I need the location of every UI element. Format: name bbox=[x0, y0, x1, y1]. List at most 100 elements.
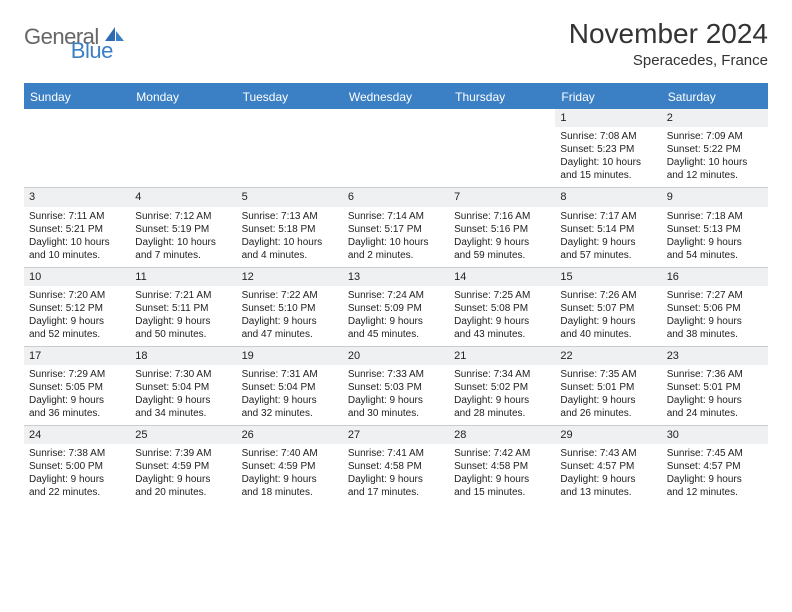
daylight-line-1: Daylight: 9 hours bbox=[135, 394, 231, 407]
day-header: Wednesday bbox=[343, 85, 449, 109]
daylight-line-2: and 30 minutes. bbox=[348, 407, 444, 420]
daylight-line-1: Daylight: 9 hours bbox=[242, 473, 338, 486]
sunset-line: Sunset: 5:01 PM bbox=[560, 381, 656, 394]
daylight-line-2: and 2 minutes. bbox=[348, 249, 444, 262]
calendar-day: 1Sunrise: 7:08 AMSunset: 5:23 PMDaylight… bbox=[555, 109, 661, 187]
calendar-day: 14Sunrise: 7:25 AMSunset: 5:08 PMDayligh… bbox=[449, 268, 555, 346]
day-number: 13 bbox=[343, 268, 449, 286]
day-number: 12 bbox=[237, 268, 343, 286]
day-header: Saturday bbox=[662, 85, 768, 109]
page-header: General Blue November 2024 Speracedes, F… bbox=[24, 18, 768, 69]
sunset-line: Sunset: 5:03 PM bbox=[348, 381, 444, 394]
day-number: 8 bbox=[555, 188, 661, 206]
daylight-line-1: Daylight: 9 hours bbox=[242, 394, 338, 407]
daylight-line-2: and 36 minutes. bbox=[29, 407, 125, 420]
daylight-line-2: and 28 minutes. bbox=[454, 407, 550, 420]
day-header: Monday bbox=[130, 85, 236, 109]
sunset-line: Sunset: 5:09 PM bbox=[348, 302, 444, 315]
daylight-line-2: and 59 minutes. bbox=[454, 249, 550, 262]
daylight-line-1: Daylight: 9 hours bbox=[348, 394, 444, 407]
sunrise-line: Sunrise: 7:08 AM bbox=[560, 130, 656, 143]
calendar-day: 28Sunrise: 7:42 AMSunset: 4:58 PMDayligh… bbox=[449, 426, 555, 504]
sunrise-line: Sunrise: 7:35 AM bbox=[560, 368, 656, 381]
calendar-week: 17Sunrise: 7:29 AMSunset: 5:05 PMDayligh… bbox=[24, 346, 768, 425]
sunset-line: Sunset: 5:00 PM bbox=[29, 460, 125, 473]
sunrise-line: Sunrise: 7:30 AM bbox=[135, 368, 231, 381]
sunset-line: Sunset: 5:11 PM bbox=[135, 302, 231, 315]
daylight-line-1: Daylight: 10 hours bbox=[242, 236, 338, 249]
sunrise-line: Sunrise: 7:33 AM bbox=[348, 368, 444, 381]
day-number: 10 bbox=[24, 268, 130, 286]
daylight-line-2: and 45 minutes. bbox=[348, 328, 444, 341]
calendar-day: 26Sunrise: 7:40 AMSunset: 4:59 PMDayligh… bbox=[237, 426, 343, 504]
sunrise-line: Sunrise: 7:16 AM bbox=[454, 210, 550, 223]
calendar-day: 15Sunrise: 7:26 AMSunset: 5:07 PMDayligh… bbox=[555, 268, 661, 346]
day-number: 16 bbox=[662, 268, 768, 286]
calendar-day-empty bbox=[449, 109, 555, 187]
daylight-line-2: and 50 minutes. bbox=[135, 328, 231, 341]
daylight-line-1: Daylight: 9 hours bbox=[135, 473, 231, 486]
sunset-line: Sunset: 5:06 PM bbox=[667, 302, 763, 315]
calendar-day: 29Sunrise: 7:43 AMSunset: 4:57 PMDayligh… bbox=[555, 426, 661, 504]
day-number: 18 bbox=[130, 347, 236, 365]
day-number: 17 bbox=[24, 347, 130, 365]
daylight-line-2: and 15 minutes. bbox=[454, 486, 550, 499]
day-number: 25 bbox=[130, 426, 236, 444]
sunrise-line: Sunrise: 7:17 AM bbox=[560, 210, 656, 223]
sunrise-line: Sunrise: 7:43 AM bbox=[560, 447, 656, 460]
daylight-line-1: Daylight: 9 hours bbox=[560, 236, 656, 249]
sunset-line: Sunset: 5:07 PM bbox=[560, 302, 656, 315]
sunrise-line: Sunrise: 7:24 AM bbox=[348, 289, 444, 302]
daylight-line-1: Daylight: 10 hours bbox=[29, 236, 125, 249]
calendar-day: 11Sunrise: 7:21 AMSunset: 5:11 PMDayligh… bbox=[130, 268, 236, 346]
day-number: 23 bbox=[662, 347, 768, 365]
daylight-line-2: and 12 minutes. bbox=[667, 169, 763, 182]
day-number: 11 bbox=[130, 268, 236, 286]
daylight-line-2: and 47 minutes. bbox=[242, 328, 338, 341]
daylight-line-2: and 4 minutes. bbox=[242, 249, 338, 262]
sunset-line: Sunset: 5:08 PM bbox=[454, 302, 550, 315]
calendar-day: 18Sunrise: 7:30 AMSunset: 5:04 PMDayligh… bbox=[130, 347, 236, 425]
day-number: 27 bbox=[343, 426, 449, 444]
day-number: 28 bbox=[449, 426, 555, 444]
sunrise-line: Sunrise: 7:41 AM bbox=[348, 447, 444, 460]
daylight-line-2: and 15 minutes. bbox=[560, 169, 656, 182]
sunrise-line: Sunrise: 7:31 AM bbox=[242, 368, 338, 381]
calendar-day-empty bbox=[24, 109, 130, 187]
daylight-line-2: and 52 minutes. bbox=[29, 328, 125, 341]
daylight-line-1: Daylight: 9 hours bbox=[560, 473, 656, 486]
calendar-day: 9Sunrise: 7:18 AMSunset: 5:13 PMDaylight… bbox=[662, 188, 768, 266]
daylight-line-2: and 20 minutes. bbox=[135, 486, 231, 499]
sunrise-line: Sunrise: 7:29 AM bbox=[29, 368, 125, 381]
sunset-line: Sunset: 4:59 PM bbox=[242, 460, 338, 473]
calendar-day: 19Sunrise: 7:31 AMSunset: 5:04 PMDayligh… bbox=[237, 347, 343, 425]
sunrise-line: Sunrise: 7:12 AM bbox=[135, 210, 231, 223]
daylight-line-2: and 34 minutes. bbox=[135, 407, 231, 420]
sunrise-line: Sunrise: 7:26 AM bbox=[560, 289, 656, 302]
calendar-day-empty bbox=[343, 109, 449, 187]
day-number: 2 bbox=[662, 109, 768, 127]
calendar-day-empty bbox=[130, 109, 236, 187]
day-number: 20 bbox=[343, 347, 449, 365]
day-number: 22 bbox=[555, 347, 661, 365]
daylight-line-2: and 43 minutes. bbox=[454, 328, 550, 341]
day-number: 14 bbox=[449, 268, 555, 286]
day-header: Tuesday bbox=[237, 85, 343, 109]
calendar-day: 25Sunrise: 7:39 AMSunset: 4:59 PMDayligh… bbox=[130, 426, 236, 504]
day-number: 6 bbox=[343, 188, 449, 206]
sunset-line: Sunset: 5:10 PM bbox=[242, 302, 338, 315]
day-number: 24 bbox=[24, 426, 130, 444]
calendar-day: 24Sunrise: 7:38 AMSunset: 5:00 PMDayligh… bbox=[24, 426, 130, 504]
calendar-day: 2Sunrise: 7:09 AMSunset: 5:22 PMDaylight… bbox=[662, 109, 768, 187]
sunset-line: Sunset: 5:21 PM bbox=[29, 223, 125, 236]
sunset-line: Sunset: 5:23 PM bbox=[560, 143, 656, 156]
sunset-line: Sunset: 4:57 PM bbox=[560, 460, 656, 473]
daylight-line-1: Daylight: 9 hours bbox=[667, 394, 763, 407]
daylight-line-2: and 17 minutes. bbox=[348, 486, 444, 499]
calendar-day: 12Sunrise: 7:22 AMSunset: 5:10 PMDayligh… bbox=[237, 268, 343, 346]
sunrise-line: Sunrise: 7:39 AM bbox=[135, 447, 231, 460]
day-header: Friday bbox=[555, 85, 661, 109]
sunset-line: Sunset: 4:58 PM bbox=[348, 460, 444, 473]
calendar-day: 3Sunrise: 7:11 AMSunset: 5:21 PMDaylight… bbox=[24, 188, 130, 266]
day-number: 30 bbox=[662, 426, 768, 444]
